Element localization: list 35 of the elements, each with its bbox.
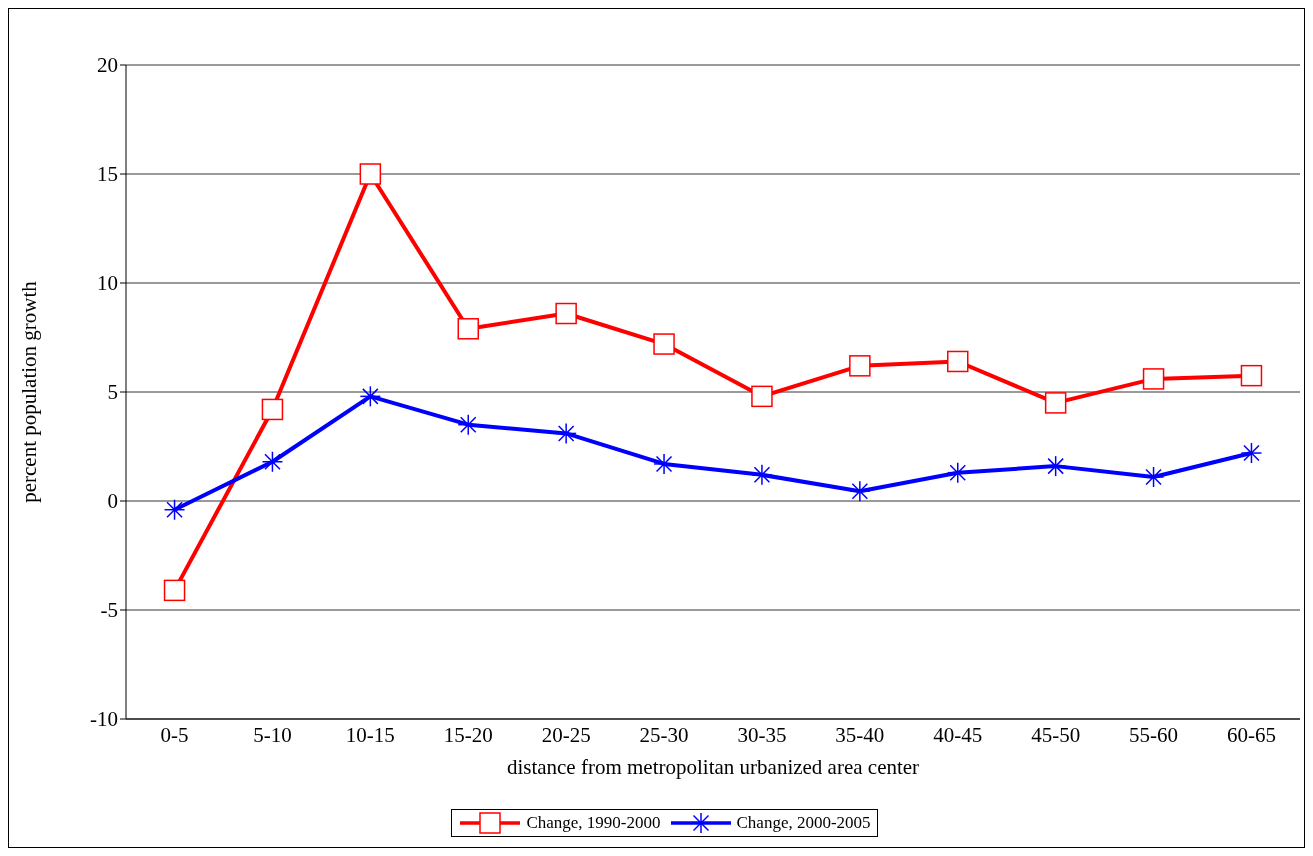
x-tick-label: 15-20 — [443, 722, 493, 747]
x-tick-label: 0-5 — [160, 722, 189, 747]
point — [1240, 364, 1263, 387]
x-tick-label: 30-35 — [737, 722, 787, 747]
y-tick-label: 20 — [97, 53, 118, 78]
point — [457, 318, 479, 340]
x-tick-label: 5-10 — [253, 722, 292, 747]
point — [1044, 392, 1067, 414]
y-axis-title: percent population growth — [17, 280, 42, 503]
legend-label: Change, 1990-2000 — [526, 813, 661, 833]
x-tick-label: 25-30 — [639, 722, 689, 747]
x-axis-title: distance from metropolitan urbanized area center — [506, 754, 920, 779]
y-tick-label: -10 — [90, 707, 118, 732]
point — [1142, 368, 1165, 390]
y-tick-label: 15 — [97, 162, 118, 187]
x-tick-label: 45-50 — [1031, 722, 1081, 747]
point — [751, 385, 773, 408]
point — [163, 579, 186, 602]
x-tick-label: 20-25 — [541, 722, 591, 747]
y-tick-label: 10 — [97, 271, 118, 296]
x-tick-label: 35-40 — [835, 722, 885, 747]
y-tick-label: -5 — [100, 598, 118, 623]
x-tick-label: 55-60 — [1129, 722, 1179, 747]
y-tick-label: 0 — [107, 489, 118, 514]
point — [359, 163, 382, 185]
point — [849, 355, 871, 377]
legend-label: Change, 2000-2005 — [736, 813, 871, 833]
point — [653, 333, 675, 355]
x-tick-label: 40-45 — [933, 722, 983, 747]
x-tick-label: 10-15 — [345, 722, 395, 747]
point — [261, 398, 284, 421]
point — [947, 350, 969, 373]
x-tick-label: 60-65 — [1226, 722, 1276, 747]
y-tick-label: 5 — [107, 380, 118, 405]
point — [555, 302, 577, 325]
